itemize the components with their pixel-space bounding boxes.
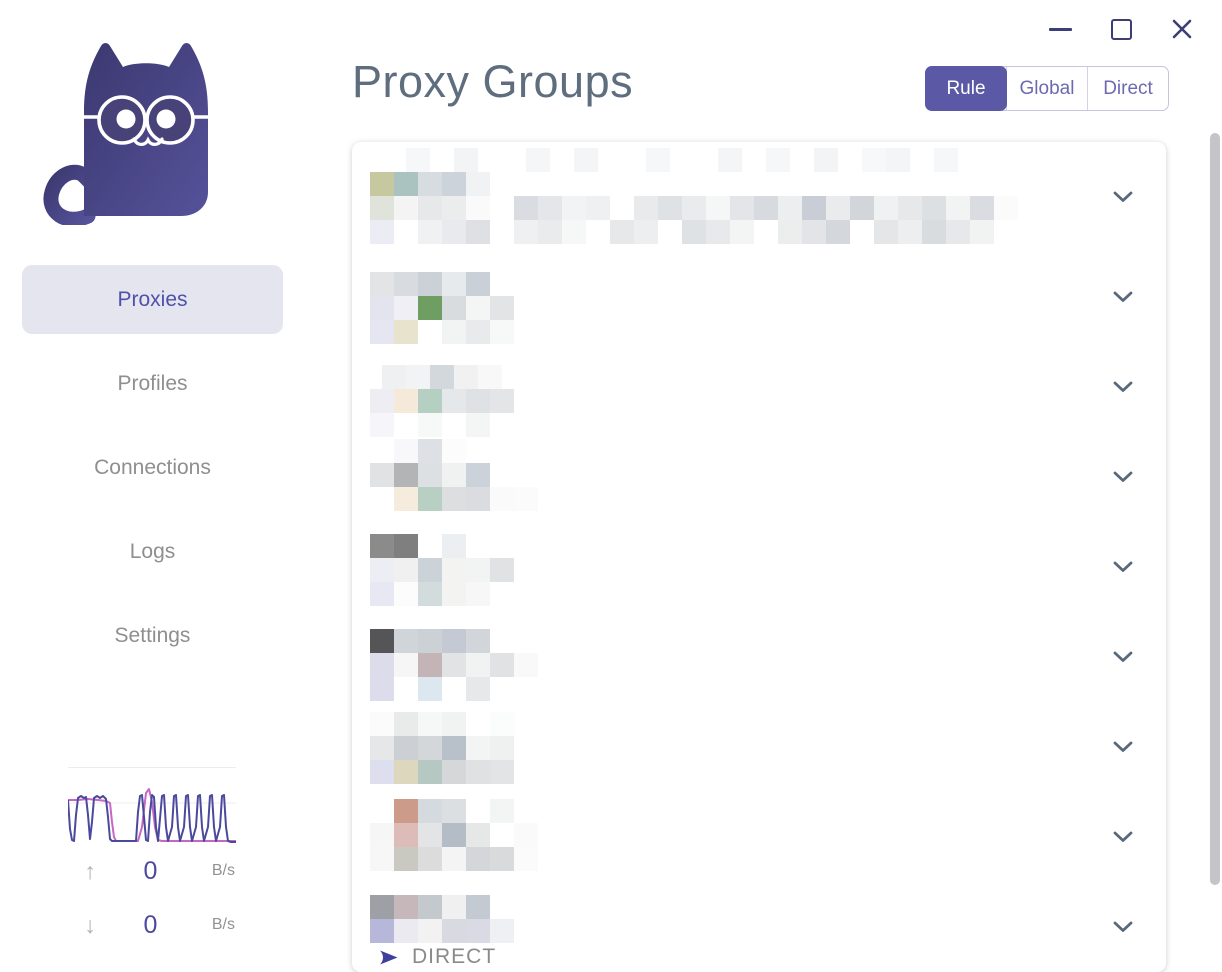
sidebar-item-profiles[interactable]: Profiles [117, 371, 188, 395]
traffic-line-upload [68, 794, 236, 843]
maximize-icon [1110, 18, 1132, 40]
chevron-down-icon[interactable] [1113, 831, 1133, 843]
pixelated-text [370, 823, 1148, 847]
close-icon [1172, 19, 1192, 39]
chevron-down-icon[interactable] [1113, 921, 1133, 933]
pixelated-text [370, 712, 1148, 736]
proxy-group-row: DIRECT [370, 882, 1148, 972]
download-row: ↓ 0 B/s [68, 911, 236, 939]
chevron-down-icon[interactable] [1113, 651, 1133, 663]
proxy-group-row [370, 792, 1148, 882]
selected-node-direct[interactable]: DIRECT [378, 945, 1148, 969]
pixelated-text [370, 760, 1148, 784]
traffic-panel: ↑ 0 B/s ↓ 0 B/s [68, 767, 236, 939]
chevron-down-icon[interactable] [1113, 191, 1133, 203]
upload-unit: B/s [211, 862, 235, 879]
sidebar-item-logs[interactable]: Logs [129, 539, 176, 563]
pixelated-text [370, 413, 1148, 437]
upload-arrow-icon: ↑ [84, 857, 96, 884]
direct-label: DIRECT [412, 945, 497, 968]
minimize-button[interactable] [1048, 16, 1072, 42]
proxy-group-row [370, 342, 1148, 437]
chevron-down-icon[interactable] [1113, 471, 1133, 483]
pixelated-text [370, 919, 1148, 943]
pixelated-text [370, 558, 1148, 582]
close-button[interactable] [1170, 16, 1194, 42]
pixelated-text [370, 296, 1148, 320]
pixelated-text [370, 320, 1148, 344]
pixelated-text [382, 365, 1148, 389]
proxy-group-row [370, 252, 1148, 344]
pixelated-text [370, 629, 1148, 653]
proxy-group-row [370, 142, 1148, 252]
minimize-icon [1048, 27, 1072, 31]
pixelated-text [370, 220, 1148, 244]
pixelated-text [370, 463, 1148, 487]
traffic-line-download [68, 788, 236, 842]
window-controls [1048, 16, 1194, 42]
upload-value: 0 [143, 856, 158, 885]
pixelated-text [370, 677, 1148, 701]
pixelated-text [370, 799, 1148, 823]
sidebar-item-settings[interactable]: Settings [114, 623, 191, 647]
pixelated-text [370, 534, 1148, 558]
proxy-group-row [370, 522, 1148, 612]
sidebar: Proxies Profiles Connections Logs Settings ↑… [0, 0, 300, 956]
app-logo [42, 20, 237, 230]
pixelated-text [370, 847, 1148, 871]
pixelated-text [370, 653, 1148, 677]
pixelated-text [370, 895, 1148, 919]
maximize-button[interactable] [1109, 16, 1133, 42]
selected-arrow-icon [380, 950, 398, 964]
proxy-group-row [370, 702, 1148, 792]
download-arrow-icon: ↓ [84, 911, 96, 938]
cat-logo-icon [43, 43, 208, 227]
mode-button-direct[interactable]: Direct [1087, 67, 1168, 110]
download-value: 0 [143, 910, 158, 939]
page-title: Proxy Groups [352, 56, 634, 107]
traffic-chart [68, 767, 236, 843]
pixelated-text [370, 736, 1148, 760]
upload-row: ↑ 0 B/s [68, 857, 236, 885]
pixelated-text [370, 389, 1148, 413]
chevron-down-icon[interactable] [1113, 291, 1133, 303]
pixelated-text [382, 148, 1148, 172]
pixelated-text [370, 272, 1148, 296]
chevron-down-icon[interactable] [1113, 741, 1133, 753]
proxy-group-row [370, 612, 1148, 702]
pixelated-text [394, 439, 1148, 463]
chevron-down-icon[interactable] [1113, 561, 1133, 573]
pixelated-text [370, 582, 1148, 606]
mode-button-rule[interactable]: Rule [925, 66, 1007, 111]
sidebar-item-connections[interactable]: Connections [94, 455, 211, 479]
pixelated-text [370, 172, 1148, 196]
proxy-groups-card: DIRECT [352, 142, 1166, 972]
mode-switch: Rule Global Direct [925, 66, 1169, 111]
sidebar-item-proxies[interactable]: Proxies [22, 265, 283, 334]
sidebar-nav: Proxies Profiles Connections Logs Settings [22, 265, 283, 685]
download-unit: B/s [211, 916, 235, 933]
pixelated-text [370, 487, 1148, 511]
proxy-group-row [370, 432, 1148, 522]
scrollbar-thumb[interactable] [1210, 133, 1220, 885]
chevron-down-icon[interactable] [1113, 381, 1133, 393]
mode-button-global[interactable]: Global [1006, 67, 1087, 110]
pixelated-text [370, 196, 1148, 220]
